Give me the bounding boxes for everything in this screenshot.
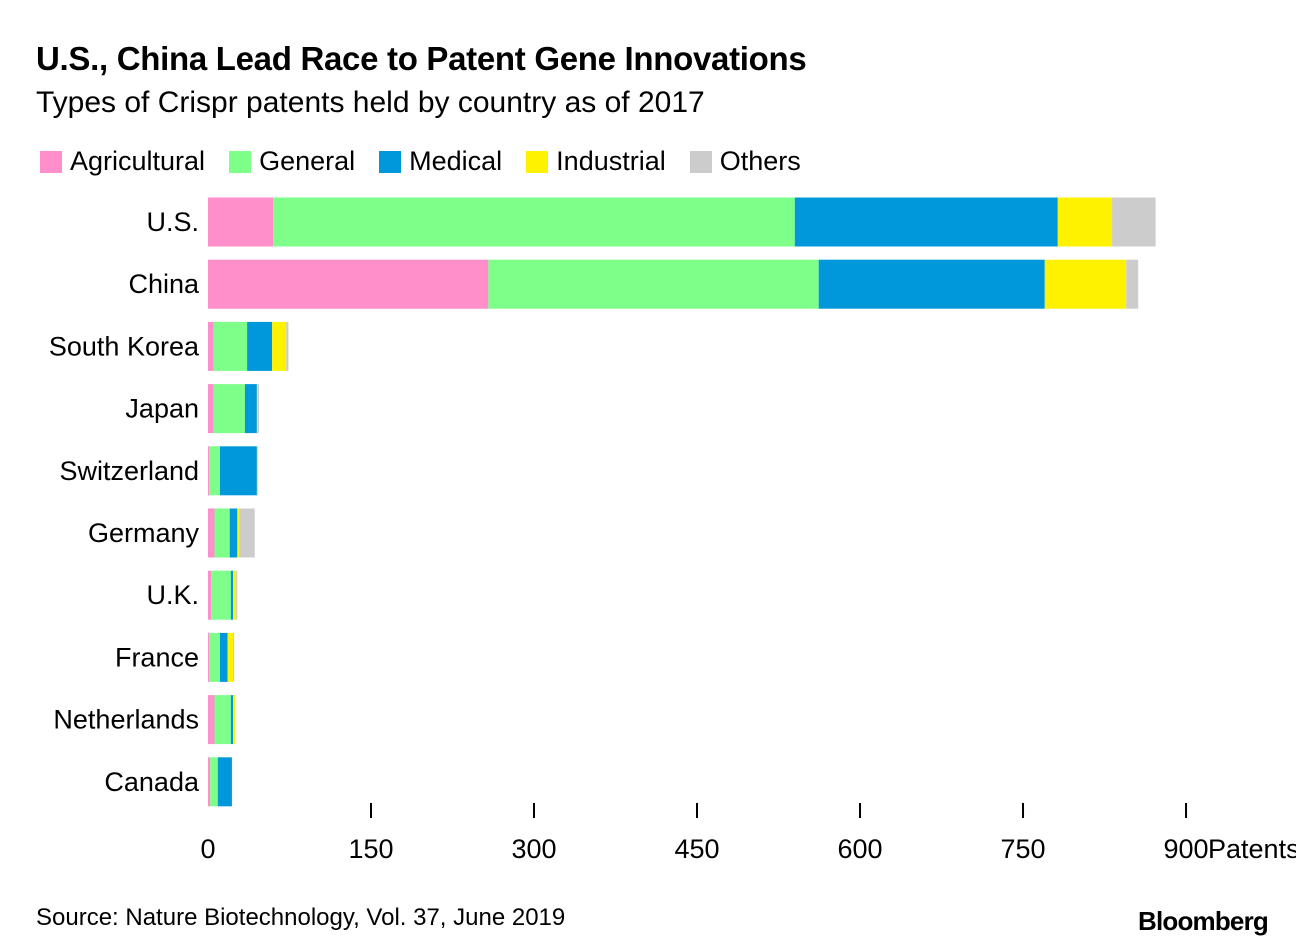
bar-general-france xyxy=(209,632,220,682)
category-label: Canada xyxy=(104,767,200,797)
legend: Agricultural General Medical Industrial Othe… xyxy=(40,146,825,177)
x-tick-label: 0 xyxy=(200,834,215,864)
bar-industrial-u-k- xyxy=(232,570,237,620)
bar-agricultural-china xyxy=(208,259,489,309)
category-label: U.S. xyxy=(146,207,199,237)
category-labels: U.S. China South Korea Japan Switzerland Germ… xyxy=(49,207,200,797)
bar-industrial-south-korea xyxy=(272,321,287,371)
bar-general-japan xyxy=(213,384,245,434)
legend-label: Medical xyxy=(409,146,503,176)
bar-industrial-switzerland xyxy=(256,446,258,496)
legend-item-agricultural: Agricultural xyxy=(40,146,205,177)
x-tick-label: 750 xyxy=(1000,834,1045,864)
x-axis: 0 150 300 450 600 750 900 Patents xyxy=(200,803,1296,864)
bar-medical-canada xyxy=(217,757,232,807)
source-note: Source: Nature Biotechnology, Vol. 37, J… xyxy=(36,904,566,931)
bar-others-japan xyxy=(257,384,260,434)
chart-title: U.S., China Lead Race to Patent Gene Inn… xyxy=(36,40,807,77)
category-label: China xyxy=(128,269,200,299)
bar-industrial-u-s- xyxy=(1057,197,1113,247)
chart-subtitle: Types of Crispr patents held by country … xyxy=(36,86,705,119)
category-label: South Korea xyxy=(49,331,200,361)
bar-agricultural-france xyxy=(208,632,210,682)
legend-label: Industrial xyxy=(556,146,666,176)
bar-agricultural-japan xyxy=(208,384,214,434)
x-tick-label: 600 xyxy=(837,834,882,864)
bar-medical-netherlands xyxy=(230,695,233,745)
bar-general-netherlands xyxy=(214,695,231,745)
bar-medical-france xyxy=(219,632,228,682)
category-label: U.K. xyxy=(146,580,199,610)
bar-chart: U.S. China South Korea Japan Switzerland Germ… xyxy=(49,197,1296,864)
bar-general-south-korea xyxy=(213,321,248,371)
legend-label: General xyxy=(259,146,356,176)
x-tick-label: 150 xyxy=(348,834,393,864)
bar-medical-u-s- xyxy=(794,197,1058,247)
bar-others-germany xyxy=(239,508,255,558)
bar-others-u-k- xyxy=(236,570,238,620)
brand-logo: Bloomberg xyxy=(1137,906,1269,936)
bars-group xyxy=(208,197,1156,807)
bar-agricultural-u-s- xyxy=(208,197,274,247)
legend-swatch xyxy=(229,150,252,173)
legend-swatch xyxy=(526,150,549,173)
bar-industrial-germany xyxy=(237,508,240,558)
bar-industrial-france xyxy=(227,632,233,682)
legend-item-general: General xyxy=(229,146,355,177)
x-tick-label: 450 xyxy=(674,834,719,864)
bar-medical-switzerland xyxy=(219,446,257,496)
bar-industrial-japan xyxy=(256,384,258,434)
x-tick-label: 900 xyxy=(1163,834,1208,864)
bar-agricultural-canada xyxy=(208,757,211,807)
bar-agricultural-germany xyxy=(208,508,215,558)
bar-general-switzerland xyxy=(209,446,220,496)
bar-medical-germany xyxy=(229,508,238,558)
bar-industrial-netherlands xyxy=(232,695,236,745)
bar-general-germany xyxy=(214,508,230,558)
bar-agricultural-switzerland xyxy=(208,446,210,496)
legend-swatch xyxy=(40,150,62,173)
bar-medical-china xyxy=(818,259,1045,309)
category-label: Switzerland xyxy=(59,456,199,486)
bar-others-france xyxy=(232,632,235,682)
bar-agricultural-netherlands xyxy=(208,695,215,745)
bar-general-u-k- xyxy=(211,570,231,620)
x-axis-unit-label: Patents xyxy=(1208,834,1296,864)
bar-others-south-korea xyxy=(286,321,289,371)
bar-industrial-china xyxy=(1044,259,1127,309)
legend-swatch xyxy=(689,150,712,173)
category-label: Japan xyxy=(125,394,199,424)
legend-swatch xyxy=(379,150,402,173)
bar-others-u-s- xyxy=(1112,197,1156,247)
legend-item-medical: Medical xyxy=(379,146,502,177)
legend-item-industrial: Industrial xyxy=(526,146,666,177)
bar-agricultural-south-korea xyxy=(208,321,214,371)
bar-general-canada xyxy=(210,757,218,807)
category-label: France xyxy=(115,642,199,672)
bar-general-u-s- xyxy=(273,197,795,247)
legend-label: Others xyxy=(719,146,801,176)
legend-label: Agricultural xyxy=(70,146,206,176)
category-label: Netherlands xyxy=(53,705,199,735)
legend-item-others: Others xyxy=(689,146,801,177)
bar-general-china xyxy=(488,259,819,309)
bar-medical-south-korea xyxy=(247,321,273,371)
bar-agricultural-u-k- xyxy=(208,570,212,620)
bar-medical-u-k- xyxy=(230,570,233,620)
category-label: Germany xyxy=(88,518,200,548)
bar-medical-japan xyxy=(244,384,257,434)
x-tick-label: 300 xyxy=(511,834,556,864)
bar-others-china xyxy=(1126,259,1139,309)
